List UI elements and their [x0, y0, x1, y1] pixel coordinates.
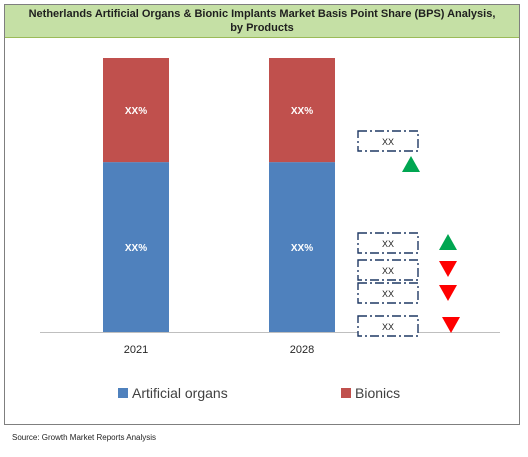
data-label: XX% [125, 243, 147, 254]
trend-up-arrow-icon [439, 234, 457, 250]
data-label: XX% [125, 106, 147, 117]
bar-bionics-2028 [269, 58, 335, 163]
trend-down-arrow-icon [439, 285, 457, 301]
legend-swatch-artificial-organs [118, 388, 128, 398]
bar-bionics-2021 [103, 58, 169, 163]
data-label: XX% [291, 243, 313, 254]
trend-down-arrow-icon [439, 261, 457, 277]
chart-title: Netherlands Artificial Organs & Bionic I… [28, 8, 496, 34]
x-tick-label-2021: 2021 [124, 344, 148, 356]
x-tick-label-2028: 2028 [290, 344, 314, 356]
annotation-box [357, 232, 419, 254]
chart-frame: Netherlands Artificial Organs & Bionic I… [4, 4, 520, 425]
annotation-box [357, 282, 419, 304]
chart-title-bar: Netherlands Artificial Organs & Bionic I… [5, 5, 519, 38]
source-note: Source: Growth Market Reports Analysis [12, 433, 157, 442]
data-label: XX% [291, 106, 313, 117]
annotation-label: XX [382, 289, 394, 299]
bar-artificial-organs-2021 [103, 162, 169, 332]
annotation-label: XX [382, 137, 394, 147]
annotation-label: XX [382, 322, 394, 332]
trend-down-arrow-icon [442, 317, 460, 333]
legend-label: Bionics [355, 385, 400, 401]
trend-up-arrow-icon [402, 156, 420, 172]
legend-swatch-bionics [341, 388, 351, 398]
annotation-label: XX [382, 266, 394, 276]
annotation-box [357, 130, 419, 152]
legend-label: Artificial organs [132, 385, 228, 401]
annotation-label: XX [382, 239, 394, 249]
bar-artificial-organs-2028 [269, 162, 335, 332]
annotation-box [357, 259, 419, 281]
annotation-box [357, 315, 419, 337]
